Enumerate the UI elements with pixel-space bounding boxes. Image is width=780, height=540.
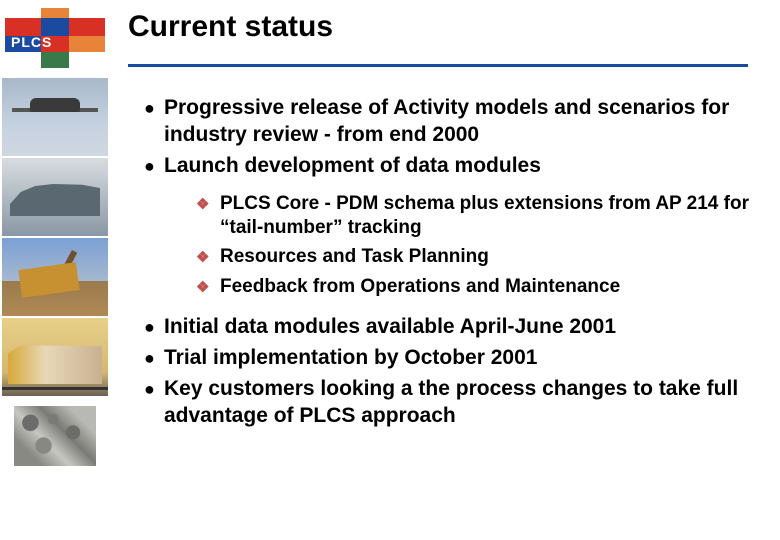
slide-content: Current status ●Progressive release of A… <box>128 10 768 434</box>
sidebar-image-train <box>2 318 108 396</box>
bullet-text: Progressive release of Activity models a… <box>162 95 768 149</box>
sub-bullet-text: Resources and Task Planning <box>220 245 489 270</box>
sidebar-image-engine <box>2 398 108 476</box>
bullet-text: Initial data modules available April-Jun… <box>162 314 616 341</box>
bullet-level1: ●Launch development of data modules <box>142 153 768 180</box>
bullet-dot-icon: ● <box>142 95 162 122</box>
sidebar: PLCS <box>0 0 110 540</box>
diamond-icon: ❖ <box>196 192 220 218</box>
plcs-logo: PLCS <box>5 8 105 68</box>
slide-title: Current status <box>128 10 768 44</box>
bullet-level2: ❖Resources and Task Planning <box>196 245 768 271</box>
sub-bullet-list: ❖PLCS Core - PDM schema plus extensions … <box>142 184 768 314</box>
sub-bullet-text: PLCS Core - PDM schema plus extensions f… <box>220 192 768 241</box>
bullet-level2: ❖Feedback from Operations and Maintenanc… <box>196 275 768 301</box>
bullet-dot-icon: ● <box>142 314 162 341</box>
sub-bullet-text: Feedback from Operations and Maintenance <box>220 275 620 300</box>
bullet-level2: ❖PLCS Core - PDM schema plus extensions … <box>196 192 768 241</box>
bullet-level1: ●Key customers looking a the process cha… <box>142 376 768 430</box>
sidebar-image-excavator <box>2 238 108 316</box>
diamond-icon: ❖ <box>196 245 220 271</box>
bullet-list: ●Progressive release of Activity models … <box>128 95 768 430</box>
bullet-dot-icon: ● <box>142 345 162 372</box>
bullet-text: Trial implementation by October 2001 <box>162 345 537 372</box>
bullet-level1: ●Progressive release of Activity models … <box>142 95 768 149</box>
sidebar-image-airplane <box>2 78 108 156</box>
title-separator <box>128 64 748 67</box>
bullet-level1: ●Initial data modules available April-Ju… <box>142 314 768 341</box>
diamond-icon: ❖ <box>196 275 220 301</box>
bullet-text: Key customers looking a the process chan… <box>162 376 768 430</box>
sidebar-image-warship <box>2 158 108 236</box>
bullet-text: Launch development of data modules <box>162 153 541 180</box>
bullet-dot-icon: ● <box>142 376 162 403</box>
logo-text: PLCS <box>11 34 52 50</box>
bullet-level1: ●Trial implementation by October 2001 <box>142 345 768 372</box>
bullet-dot-icon: ● <box>142 153 162 180</box>
